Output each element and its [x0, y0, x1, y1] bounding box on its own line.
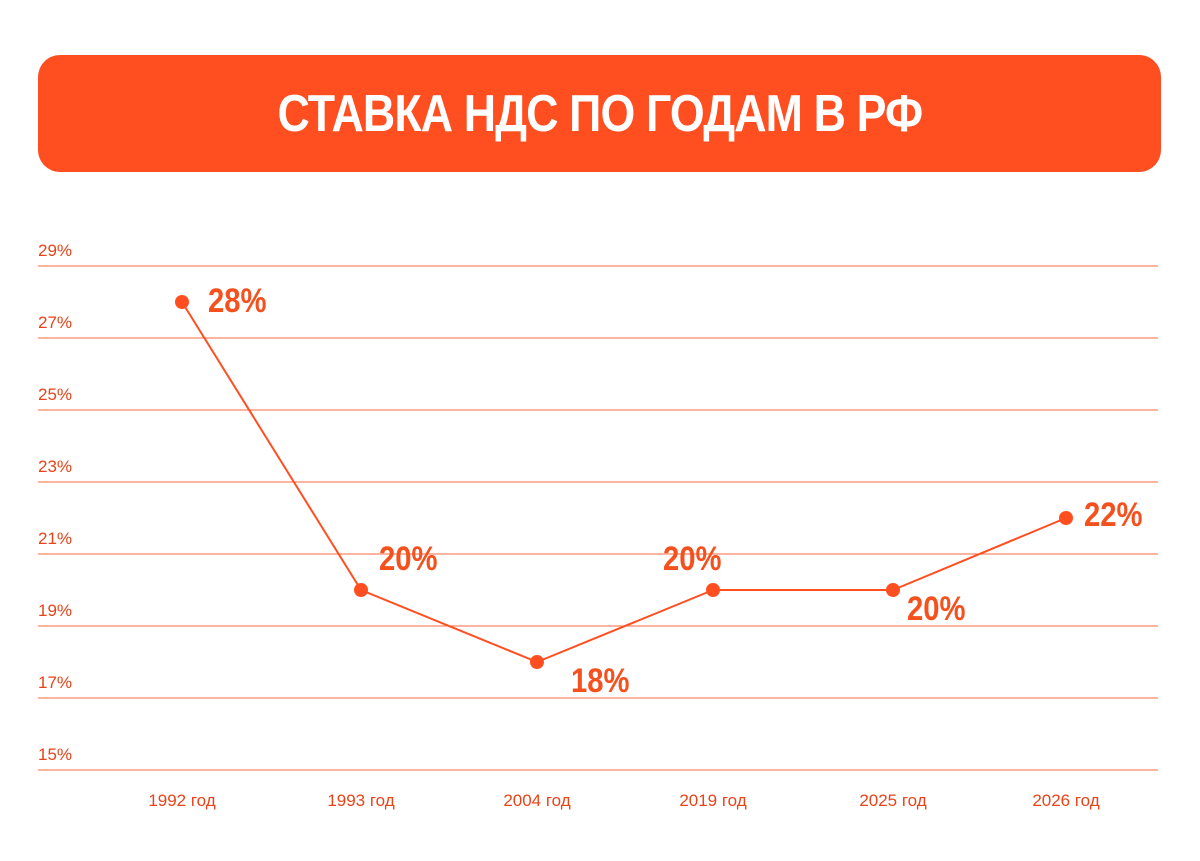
data-label: 20%	[379, 539, 437, 578]
series-line	[181, 301, 1067, 663]
x-tick-label: 1993 год	[327, 791, 394, 810]
data-point	[1059, 511, 1073, 525]
data-point	[886, 583, 900, 597]
series-line-group	[181, 301, 1067, 663]
y-tick-label: 17%	[38, 673, 72, 692]
data-label: 22%	[1084, 495, 1142, 534]
data-label: 20%	[663, 539, 721, 578]
y-tick-label: 25%	[38, 385, 72, 404]
y-tick-label: 23%	[38, 457, 72, 476]
data-point	[530, 655, 544, 669]
chart-title: СТАВКА НДС ПО ГОДАМ В РФ	[277, 84, 923, 143]
data-point	[175, 295, 189, 309]
data-label-group: 20%	[663, 539, 721, 578]
y-tick-label: 21%	[38, 529, 72, 548]
data-label-group: 28%	[208, 281, 266, 320]
x-axis-ticks: 1992 год 1993 год 2004 год 2019 год 2025 год…	[148, 791, 1099, 810]
x-tick-label: 2025 год	[859, 791, 926, 810]
data-label-group: 20%	[907, 589, 965, 628]
data-label: 20%	[907, 589, 965, 628]
data-label: 18%	[571, 661, 629, 700]
x-tick-label: 1992 год	[148, 791, 215, 810]
data-label: 28%	[208, 281, 266, 320]
data-point	[354, 583, 368, 597]
data-label-group: 20%	[379, 539, 437, 578]
x-tick-label: 2019 год	[679, 791, 746, 810]
y-tick-label: 19%	[38, 601, 72, 620]
y-axis-ticks: 29% 27% 25% 23% 21% 19% 17% 15%	[38, 241, 72, 764]
data-labels: 28% 20% 18% 20% 20% 22%	[208, 281, 1142, 700]
y-tick-label: 29%	[38, 241, 72, 260]
title-banner: СТАВКА НДС ПО ГОДАМ В РФ	[38, 55, 1161, 172]
data-point	[706, 583, 720, 597]
data-points	[175, 295, 1073, 669]
data-label-group: 18%	[571, 661, 629, 700]
data-label-group: 22%	[1084, 495, 1142, 534]
grid-lines	[38, 265, 1158, 771]
y-tick-label: 15%	[38, 745, 72, 764]
y-tick-label: 27%	[38, 313, 72, 332]
x-tick-label: 2004 год	[503, 791, 570, 810]
x-tick-label: 2026 год	[1032, 791, 1099, 810]
